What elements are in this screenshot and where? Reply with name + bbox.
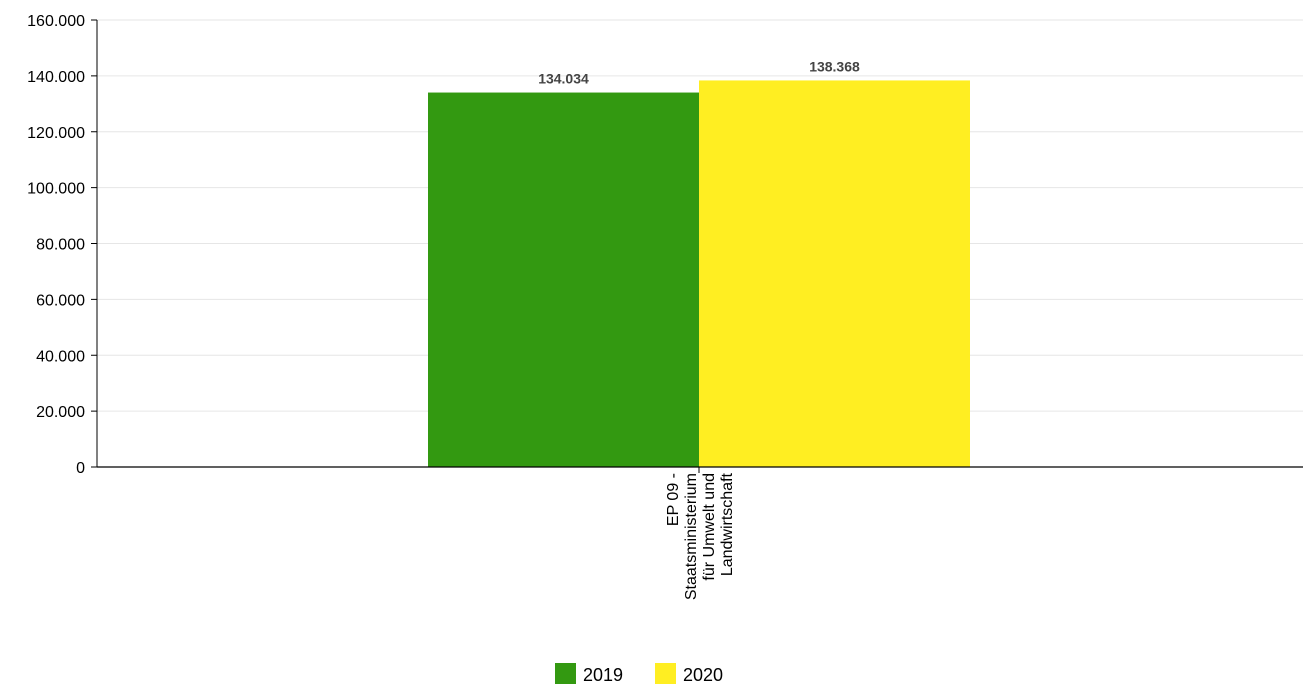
y-tick-label: 20.000 xyxy=(36,404,85,421)
y-tick-label: 140.000 xyxy=(27,69,85,86)
legend-label-2019: 2019 xyxy=(583,665,623,685)
x-category-label-group: EP 09 - Staatsministerium für Umwelt und La… xyxy=(665,472,736,600)
y-tick-label: 0 xyxy=(76,460,85,477)
y-tick-label: 120.000 xyxy=(27,125,85,142)
labels: 0 20.000 40.000 60.000 80.000 100.000 120.000 1… xyxy=(27,13,860,600)
x-category-label-line: EP 09 - xyxy=(665,473,682,526)
y-tick-label: 60.000 xyxy=(36,292,85,309)
x-category-label-line: Staatsministerium xyxy=(683,473,700,600)
bar-2020 xyxy=(699,80,970,468)
y-tick-label: 80.000 xyxy=(36,237,85,254)
x-category-label-line: für Umwelt und xyxy=(701,473,718,581)
data-label-2020: 138.368 xyxy=(809,58,860,74)
bars xyxy=(428,80,970,468)
data-label-2019: 134.034 xyxy=(538,71,589,87)
axes xyxy=(91,19,1303,473)
legend-swatch-2020 xyxy=(655,663,676,684)
y-tick-label: 40.000 xyxy=(36,348,85,365)
x-category-label-line: Landwirtschaft xyxy=(719,472,736,576)
legend-swatch-2019 xyxy=(555,663,576,684)
legend-label-2020: 2020 xyxy=(683,665,723,685)
y-tick-label: 160.000 xyxy=(27,13,85,30)
legend: 2019 2020 xyxy=(555,663,723,685)
bar-2019 xyxy=(428,92,699,467)
y-tick-label: 100.000 xyxy=(27,181,85,198)
